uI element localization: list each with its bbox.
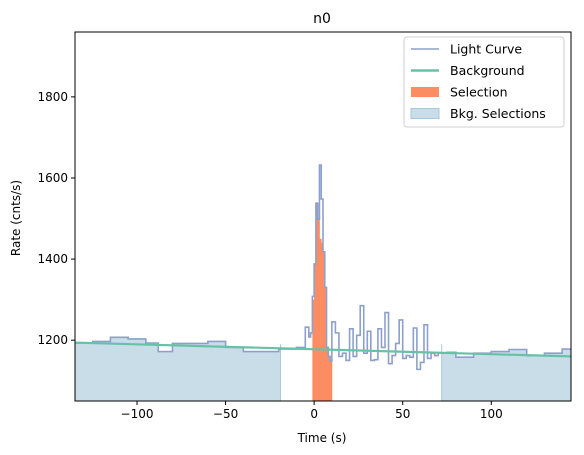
y-tick-label: 1800 xyxy=(37,90,68,104)
bkg-selection-bar xyxy=(441,353,448,401)
bkg-selection-bar xyxy=(92,341,111,401)
x-tick-label: −100 xyxy=(121,407,154,421)
bkg-selection-bar xyxy=(509,349,528,401)
bkg-selection-bar xyxy=(491,351,510,401)
bkg-selection-bar xyxy=(473,353,492,401)
y-tick-label: 1400 xyxy=(37,252,68,266)
legend-swatch xyxy=(411,87,439,97)
bkg-selection-bar xyxy=(243,351,262,401)
x-tick-label: 100 xyxy=(480,407,503,421)
selection-bar xyxy=(326,347,329,401)
x-tick-label: 50 xyxy=(395,407,410,421)
x-axis: −100 −50 0 50 100 xyxy=(121,401,503,421)
background-layer xyxy=(74,341,572,358)
legend-label: Background xyxy=(450,63,525,78)
legend-label: Light Curve xyxy=(450,42,522,57)
bkg-selection-bar xyxy=(75,343,94,401)
legend-label: Bkg. Selections xyxy=(450,106,546,121)
background-line xyxy=(74,341,572,358)
y-tick-label: 1200 xyxy=(37,333,68,347)
bkg-selection-bar xyxy=(158,351,173,401)
legend: Light Curve Background Selection Bkg. Selec… xyxy=(403,36,565,128)
bkg-selection-bar xyxy=(225,347,244,401)
bkg-selection-bar xyxy=(562,349,572,401)
bkg-selection-bar xyxy=(447,352,457,401)
selection-bar xyxy=(315,203,319,401)
x-tick-label: 0 xyxy=(310,407,318,421)
bkg-selection-bar xyxy=(526,355,545,401)
bkg-selection-bar xyxy=(145,343,159,401)
bkg-selection-bar xyxy=(128,338,147,401)
selection-bar xyxy=(319,238,322,401)
selection-bar xyxy=(323,251,326,401)
x-axis-label: Time (s) xyxy=(297,431,347,445)
bkg-selection-bar xyxy=(278,349,281,401)
bkg-selection-bar xyxy=(455,357,475,401)
light-curve-layer xyxy=(75,164,571,371)
y-tick-label: 1600 xyxy=(37,171,68,185)
selection-bar xyxy=(314,263,317,401)
x-tick-label: −50 xyxy=(213,407,238,421)
legend-box xyxy=(403,36,565,128)
plot-frame xyxy=(74,31,572,402)
legend-swatch xyxy=(410,108,440,119)
plot-area xyxy=(74,164,572,401)
selection-bar xyxy=(317,219,320,401)
y-axis-label: Rate (cnts/s) xyxy=(9,180,23,256)
bkg-selection-bar xyxy=(110,337,129,401)
bkg-selection-bar xyxy=(172,343,191,401)
bkg-selection-bar xyxy=(544,353,563,401)
bkg-selection-bar xyxy=(207,341,227,401)
light-curve-line xyxy=(75,164,571,371)
selection-bar xyxy=(330,361,333,401)
bkg-selection-bar xyxy=(190,343,209,401)
bkg-selection-bar xyxy=(261,351,280,401)
y-axis: 1200 1400 1600 1800 xyxy=(37,90,75,347)
chart-title: n0 xyxy=(313,11,331,27)
selection-bar xyxy=(328,356,331,401)
selection-bar xyxy=(321,242,324,401)
bkg-selections-layer xyxy=(74,337,572,401)
legend-label: Selection xyxy=(450,85,508,100)
